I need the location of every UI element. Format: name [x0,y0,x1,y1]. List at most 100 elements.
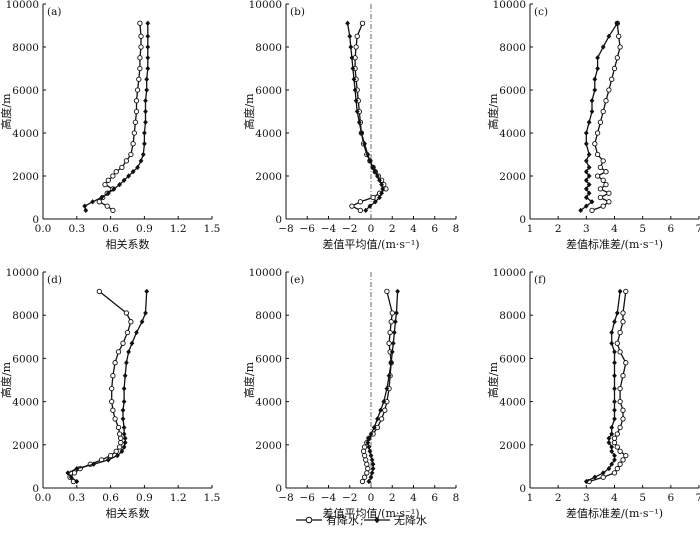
data-point-norain [145,33,151,39]
y-tick-label: 10000 [6,0,39,11]
x-tick-label: 3 [583,492,590,504]
data-point-norain [392,318,398,325]
x-tick-label: 0.6 [102,492,119,504]
data-point-norain [143,97,148,104]
legend-separator: ; [360,514,364,527]
data-point-norain [374,173,380,179]
data-point-norain [347,33,353,39]
series-line-norain [67,291,148,483]
data-point-rain [620,373,626,379]
data-point-rain [137,65,143,72]
data-point-norain [356,119,362,126]
x-tick-label: 6 [667,492,674,504]
data-point-norain [589,97,595,104]
data-point-norain [140,151,146,158]
x-tick-label: 2 [389,492,396,504]
data-point-norain [389,349,395,355]
data-point-norain [395,288,401,295]
x-tick-label: 0.9 [136,223,153,235]
data-point-rain [96,288,102,295]
y-tick-label: 0 [275,214,282,226]
data-point-norain [583,186,589,192]
data-point-rain [614,340,620,346]
data-point-norain [381,398,387,405]
data-point-norain [365,151,371,158]
data-point-rain [133,98,140,104]
data-point-rain [611,435,618,441]
data-point-rain [600,108,606,115]
y-tick-label: 6000 [255,353,282,365]
x-axis-label: 差值标准差/(m·s⁻¹) [566,506,663,520]
x-tick-label: 4 [410,492,417,504]
data-point-rain [120,340,126,346]
data-point-norain [353,97,359,104]
data-point-rain [617,398,623,405]
data-point-norain [91,461,97,467]
panel-label: (b) [290,6,305,18]
data-point-norain [609,444,615,450]
data-point-rain [124,329,131,336]
data-point-rain [611,65,618,72]
data-point-rain [71,470,78,476]
panel-label: (d) [47,274,62,286]
data-point-rain [617,349,623,355]
data-point-rain [360,448,367,454]
data-point-norain [122,435,128,442]
y-tick-label: 0 [275,483,282,495]
data-point-rain [119,164,125,171]
data-point-rain [606,87,612,93]
x-tick-label: 0 [368,492,375,504]
data-point-norain [135,164,141,171]
y-tick-label: 4000 [499,397,526,409]
data-point-rain [133,108,140,115]
data-point-norain [358,130,364,136]
data-point-norain [586,190,592,196]
x-tick-label: 1.5 [204,223,221,235]
data-point-rain [353,44,359,50]
data-point-rain [609,76,615,82]
data-point-norain [130,168,136,175]
data-point-norain [141,130,147,136]
y-tick-label: 6000 [12,353,39,365]
data-point-rain [384,288,390,295]
data-point-norain [368,474,374,480]
data-point-norain [143,310,148,316]
y-tick-label: 0 [32,214,39,226]
data-point-norain [82,203,88,209]
data-point-rain [107,452,114,459]
data-point-rain [359,20,366,26]
panels-group: 0.0 0.3 0.6 0.9 1.2 1.50200040006000800010000… [0,0,700,520]
data-point-rain [354,33,360,39]
data-point-rain [365,465,371,472]
y-tick-label: 0 [32,483,39,495]
data-point-norain [609,431,615,437]
data-point-norain [114,452,120,459]
y-tick-label: 4000 [12,397,39,409]
data-point-norain [111,186,117,192]
data-point-norain [366,478,372,485]
x-axis-label: 差值标准差/(m·s⁻¹) [566,237,663,251]
data-point-rain [118,439,124,446]
data-point-rain [123,158,130,164]
data-point-norain [606,465,612,472]
data-point-norain [65,470,71,476]
data-point-rain [138,44,144,50]
x-tick-label: 4 [611,223,618,235]
x-tick-label: 1.5 [204,492,221,504]
chart-panel-4: 0.0 0.3 0.6 0.9 1.2 1.5 0 2000 4000 6000 8000 10000… [0,267,220,520]
data-point-rain [620,407,626,413]
x-tick-label: 0.3 [68,223,85,235]
data-point-norain [121,398,127,405]
data-point-rain [96,199,102,205]
data-point-norain [369,470,375,476]
data-point-rain [623,452,629,459]
x-axis-label: 相关系数 [106,506,150,520]
data-point-rain [128,319,134,325]
panel-label: (f) [534,274,546,286]
data-point-norain [145,44,151,50]
data-point-norain [348,44,354,50]
data-point-norain [366,444,372,450]
data-point-norain [371,424,377,431]
data-point-norain [134,329,139,336]
y-tick-label: 8000 [255,42,282,54]
